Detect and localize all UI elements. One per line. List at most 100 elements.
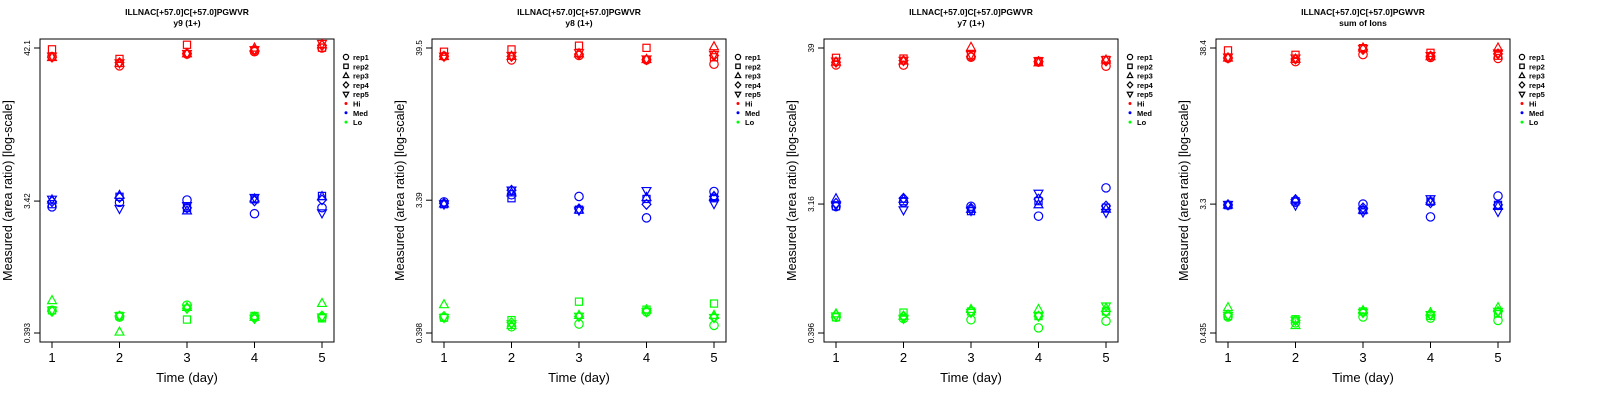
legend-marker-rep4 xyxy=(1518,81,1526,89)
y-tick-label: 42.1 xyxy=(23,40,32,56)
data-point-med-rep4 xyxy=(1357,202,1369,214)
legend-label: rep4 xyxy=(1137,81,1154,90)
legend-marker-rep5 xyxy=(1126,91,1134,99)
legend-marker-rep4 xyxy=(1126,81,1134,89)
data-point-lo-rep3 xyxy=(114,325,125,336)
y-tick-label: 39.5 xyxy=(415,40,424,56)
data-point-hi-rep5 xyxy=(708,50,720,61)
data-point-med-rep4 xyxy=(1290,193,1301,206)
data-point-lo-rep2 xyxy=(507,315,516,325)
data-point-hi-rep5 xyxy=(1222,53,1234,64)
x-tick-label: 1 xyxy=(48,350,55,365)
x-tick-label: 1 xyxy=(1224,350,1231,365)
data-point-lo-rep4 xyxy=(1100,305,1112,318)
legend-marker-rep1 xyxy=(734,53,742,61)
data-point-hi-rep2 xyxy=(642,43,651,53)
data-point-hi-rep5 xyxy=(898,56,909,67)
data-point-med-rep5 xyxy=(438,200,450,211)
data-point-med-rep3 xyxy=(438,197,450,208)
data-point-med-rep1 xyxy=(1425,212,1436,222)
data-point-med-rep1 xyxy=(1493,191,1503,201)
x-axis-label: Time (day) xyxy=(1332,370,1394,385)
legend-marker-rep5 xyxy=(342,91,350,99)
data-point-med-rep4 xyxy=(898,192,909,204)
data-point-hi-rep5 xyxy=(641,55,652,66)
legend-label: rep2 xyxy=(353,62,369,71)
chart-title: ILLNAC[+57.0]C[+57.0]PGWVR xyxy=(909,7,1033,17)
plot-frame xyxy=(39,38,335,343)
x-tick-label: 5 xyxy=(710,350,717,365)
legend-marker-lo xyxy=(1128,120,1132,124)
legend-label: Med xyxy=(1137,109,1152,118)
data-point-lo-rep2 xyxy=(574,297,584,306)
x-tick-label: 2 xyxy=(508,350,515,365)
data-point-lo-rep2 xyxy=(182,315,192,324)
data-point-lo-rep5 xyxy=(1033,312,1044,323)
data-point-med-rep5 xyxy=(1290,201,1301,212)
data-point-lo-rep3 xyxy=(316,297,328,308)
legend-marker-rep1 xyxy=(1126,53,1134,61)
data-point-lo-rep5 xyxy=(181,304,193,315)
data-point-lo-rep1 xyxy=(506,321,517,332)
data-point-lo-rep5 xyxy=(641,308,652,318)
legend-label: Med xyxy=(353,109,368,118)
data-point-hi-rep2 xyxy=(182,40,192,49)
legend-label: Hi xyxy=(353,100,361,109)
legend-label: Lo xyxy=(745,118,755,127)
data-point-hi-rep5 xyxy=(46,52,58,63)
data-point-hi-rep5 xyxy=(316,39,328,50)
plot-frame xyxy=(1215,38,1511,343)
data-point-lo-rep5 xyxy=(1492,307,1504,318)
legend-marker-rep3 xyxy=(734,71,742,79)
legend-label: rep3 xyxy=(1137,72,1153,81)
data-point-hi-rep2 xyxy=(115,54,124,64)
data-point-med-rep1 xyxy=(1101,183,1111,193)
x-tick-label: 2 xyxy=(116,350,123,365)
data-point-hi-rep5 xyxy=(181,49,193,60)
legend-label: rep1 xyxy=(1137,53,1153,62)
y-tick-label: 0.396 xyxy=(807,322,816,343)
data-point-hi-rep5 xyxy=(506,51,517,62)
data-point-med-rep5 xyxy=(708,200,720,210)
data-point-lo-rep5 xyxy=(573,312,585,323)
data-point-lo-rep1 xyxy=(574,319,584,329)
y-tick-label: 3.42 xyxy=(23,193,32,209)
data-point-hi-rep3 xyxy=(708,40,720,51)
legend-marker-hi xyxy=(1520,102,1524,105)
data-point-hi-rep5 xyxy=(249,46,260,56)
data-point-lo-rep1 xyxy=(1033,323,1044,333)
legend-marker-rep3 xyxy=(1518,71,1526,79)
data-point-med-rep4 xyxy=(249,195,260,207)
y-tick-label: 3.3 xyxy=(1199,198,1208,210)
legend-label: Hi xyxy=(1529,100,1537,109)
legend-label: rep1 xyxy=(1529,53,1545,62)
y-axis-label: Measured (area ratio) [log-scale] xyxy=(1,100,15,281)
data-point-med-rep1 xyxy=(574,191,584,202)
data-point-lo-rep3 xyxy=(46,294,58,305)
data-point-hi-rep5 xyxy=(1033,57,1044,67)
legend-marker-rep4 xyxy=(734,81,742,89)
data-point-med-rep5 xyxy=(898,206,909,217)
data-point-hi-rep5 xyxy=(830,57,842,68)
legend-label: rep4 xyxy=(353,81,370,90)
legend-label: Lo xyxy=(353,118,363,127)
data-point-med-rep3 xyxy=(316,190,328,201)
data-point-lo-rep3 xyxy=(1492,301,1504,312)
legend-marker-rep2 xyxy=(1127,63,1133,70)
data-point-lo-rep5 xyxy=(1425,310,1436,321)
y-tick-label: 0.435 xyxy=(1199,322,1208,343)
data-point-med-rep5 xyxy=(1357,208,1369,219)
data-point-lo-rep1 xyxy=(1425,313,1436,323)
data-point-med-rep5 xyxy=(1222,200,1234,211)
legend-label: rep4 xyxy=(1529,81,1546,90)
data-point-med-rep5 xyxy=(506,186,517,197)
data-point-lo-rep5 xyxy=(114,312,125,322)
y-tick-label: 3.39 xyxy=(415,192,424,208)
legend-label: Med xyxy=(745,109,760,118)
data-point-med-rep3 xyxy=(1290,193,1301,204)
legend-marker-rep2 xyxy=(735,63,741,70)
